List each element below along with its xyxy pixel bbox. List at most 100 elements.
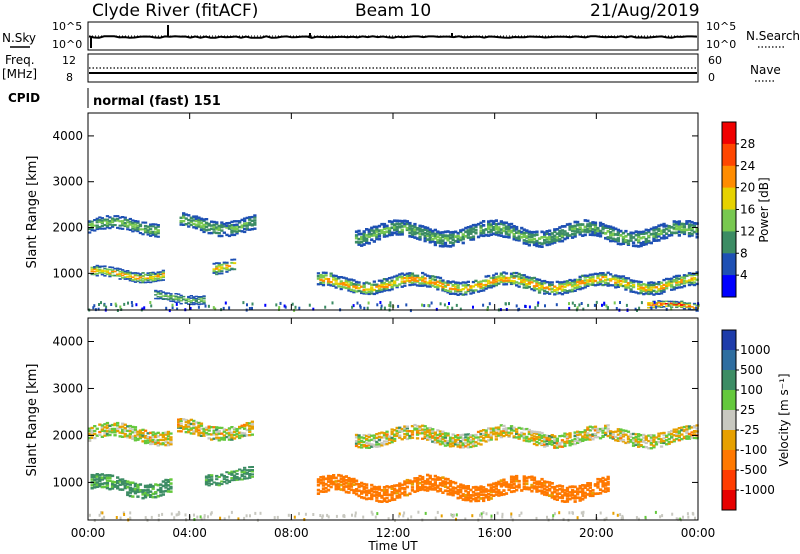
heatmap-cell bbox=[456, 438, 460, 441]
heatmap-cell bbox=[461, 293, 465, 296]
heatmap-cell bbox=[250, 423, 254, 426]
heatmap-cell bbox=[649, 441, 653, 445]
colorbar-swatch bbox=[722, 231, 736, 254]
heatmap-cell bbox=[659, 304, 664, 306]
heatmap-cell bbox=[509, 274, 514, 277]
heatmap-cell bbox=[662, 441, 666, 445]
heatmap-cell bbox=[431, 435, 435, 438]
heatmap-cell bbox=[504, 232, 509, 235]
heatmap-cell bbox=[385, 493, 389, 496]
heatmap-cell bbox=[367, 241, 371, 245]
heatmap-cell bbox=[487, 498, 491, 501]
heatmap-cell bbox=[245, 428, 249, 432]
heatmap-cell bbox=[418, 425, 422, 428]
heatmap-cell bbox=[319, 276, 323, 279]
heatmap-cell bbox=[532, 437, 537, 441]
heatmap-cell bbox=[380, 500, 384, 503]
heatmap-cell bbox=[507, 233, 511, 236]
heatmap-cell bbox=[596, 232, 600, 236]
heatmap-cell bbox=[553, 241, 557, 244]
heatmap-cell bbox=[103, 474, 107, 477]
heatmap-cell bbox=[390, 231, 394, 235]
heatmap-cell bbox=[421, 228, 425, 232]
heatmap-cell bbox=[415, 231, 420, 235]
heatmap-cell bbox=[624, 240, 628, 244]
heatmap-cell bbox=[410, 272, 415, 275]
heatmap-cell bbox=[596, 436, 600, 439]
colorbar-tick-label: 4 bbox=[740, 268, 748, 282]
heatmap-cell bbox=[110, 431, 115, 434]
heatmap-cell bbox=[454, 230, 458, 234]
heatmap-cell bbox=[151, 431, 155, 434]
heatmap-cell bbox=[362, 290, 366, 294]
heatmap-cell bbox=[321, 279, 326, 282]
heatmap-cell bbox=[372, 225, 376, 229]
heatmap-cell bbox=[149, 232, 153, 235]
heatmap-cell bbox=[393, 491, 397, 495]
heatmap-cell bbox=[509, 279, 514, 283]
heatmap-cell bbox=[454, 282, 458, 286]
heatmap-cell bbox=[230, 431, 234, 434]
heatmap-cell bbox=[624, 441, 628, 445]
heatmap-cell bbox=[426, 438, 430, 441]
heatmap-cell bbox=[522, 439, 526, 442]
heatmap-cell bbox=[695, 232, 699, 236]
heatmap-cell bbox=[494, 277, 498, 281]
heatmap-cell bbox=[672, 300, 676, 303]
heatmap-cell bbox=[446, 481, 450, 485]
heatmap-cell bbox=[499, 228, 503, 231]
heatmap-cell bbox=[652, 236, 656, 240]
heatmap-cell bbox=[154, 277, 158, 280]
heatmap-cell bbox=[657, 304, 661, 307]
heatmap-cell bbox=[619, 284, 623, 287]
heatmap-cell bbox=[156, 291, 160, 294]
heatmap-cell bbox=[393, 219, 397, 223]
heatmap-cell bbox=[219, 516, 222, 520]
heatmap-cell bbox=[324, 490, 328, 493]
heatmap-cell bbox=[415, 486, 420, 490]
heatmap-cell bbox=[570, 236, 575, 239]
heatmap-cell bbox=[212, 223, 216, 227]
heatmap-cell bbox=[365, 441, 369, 444]
heatmap-cell bbox=[550, 485, 554, 489]
heatmap-cell bbox=[143, 484, 148, 488]
heatmap-cell bbox=[329, 281, 333, 284]
heatmap-cell bbox=[248, 424, 252, 428]
heatmap-cell bbox=[687, 283, 692, 287]
heatmap-cell bbox=[520, 489, 524, 492]
heatmap-cell bbox=[637, 287, 641, 290]
heatmap-cell bbox=[410, 483, 415, 486]
heatmap-cell bbox=[362, 490, 366, 494]
heatmap-cell bbox=[126, 493, 130, 497]
heatmap-cell bbox=[409, 309, 412, 313]
heatmap-cell bbox=[372, 280, 376, 283]
heatmap-cell bbox=[215, 426, 219, 429]
colorbar-frame bbox=[721, 329, 737, 511]
heatmap-cell bbox=[232, 427, 237, 430]
heatmap-cell bbox=[576, 433, 580, 436]
heatmap-cell bbox=[695, 235, 699, 239]
heatmap-cell bbox=[403, 425, 407, 428]
heatmap-cell bbox=[530, 434, 534, 437]
heatmap-cell bbox=[570, 496, 575, 500]
heatmap-cell bbox=[105, 222, 110, 225]
heatmap-cell bbox=[423, 239, 427, 243]
heatmap-cell bbox=[563, 440, 567, 444]
heatmap-cell bbox=[217, 439, 221, 442]
heatmap-cell bbox=[230, 231, 234, 234]
heatmap-cell bbox=[537, 442, 542, 445]
heatmap-cell bbox=[243, 477, 247, 480]
heatmap-cell bbox=[670, 277, 674, 280]
heatmap-cell bbox=[151, 277, 155, 280]
y-tick-label: 2000 bbox=[52, 221, 83, 235]
heatmap-cell bbox=[136, 220, 140, 223]
heatmap-cell bbox=[230, 470, 234, 473]
heatmap-cell bbox=[93, 266, 97, 268]
heatmap-cell bbox=[464, 486, 468, 490]
heatmap-cell bbox=[487, 220, 491, 223]
heatmap-cell bbox=[642, 293, 646, 296]
heatmap-cell bbox=[527, 281, 531, 284]
heatmap-cell bbox=[415, 274, 420, 277]
heatmap-cell bbox=[347, 287, 351, 290]
